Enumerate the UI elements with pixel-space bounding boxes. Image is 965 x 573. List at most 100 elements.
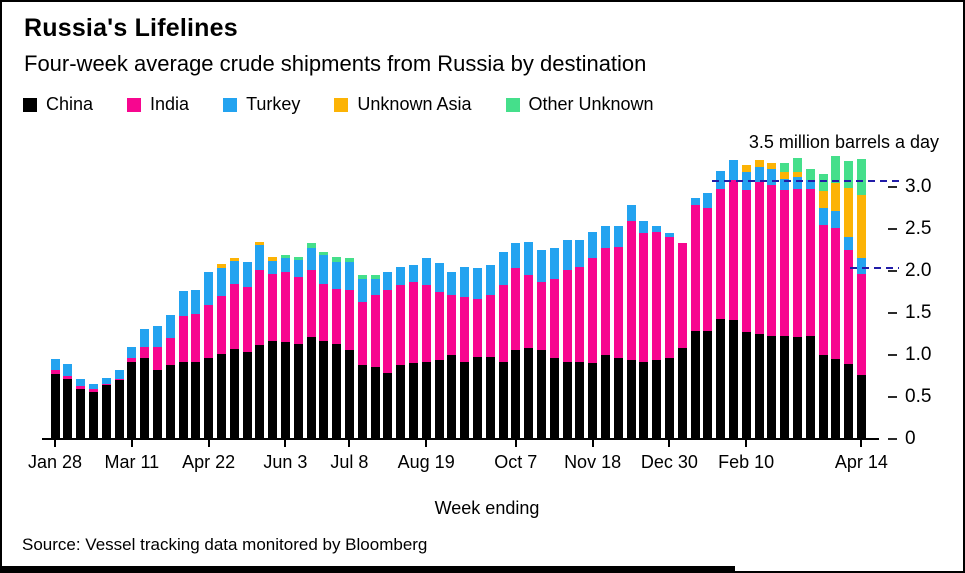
bar-segment-india [460,297,470,362]
bar-segment-india [818,224,828,355]
bar-segment-turkey [703,192,713,208]
bar-segment-china [114,380,124,439]
legend-item-china: China [23,94,93,115]
y-tick-dash [888,396,897,398]
legend-item-india: India [127,94,189,115]
bar-segment-india [511,268,521,350]
y-axis-top-label: 3.5 million barrels a day [748,132,939,152]
bar-segment-india [472,298,482,357]
bar-segment-turkey [639,221,649,234]
bar-segment-china [613,358,623,439]
bar-segment-india [319,283,329,341]
bar-segment-india [716,188,726,319]
x-tick [860,440,863,447]
bar-segment-china [460,361,470,439]
bar-segment-other-unknown [844,160,854,188]
bar-segment-turkey [332,261,342,289]
bar-segment-unknown-asia [831,182,841,212]
y-tick-dash [888,312,897,314]
bar-segment-china [76,388,86,439]
bar-segment-china [332,344,342,439]
legend: China India Turkey Unknown Asia Other Unknow… [23,94,654,115]
bar-segment-china [152,370,162,439]
bar-segment-china [600,355,610,439]
bar-segment-india [63,376,73,380]
bar-segment-china [63,379,73,439]
bar-segment-china [626,360,636,439]
bar-segment-turkey [754,166,764,182]
bar-segment-turkey [344,261,354,291]
bar-segment-other-unknown [332,256,342,262]
legend-label: Unknown Asia [357,94,472,114]
bar-segment-turkey [319,255,329,284]
bar-segment-turkey [792,176,802,189]
bar-segment-india [856,274,866,376]
bar-segment-turkey [408,265,418,282]
bar-segment-unknown-asia [792,171,802,177]
x-axis-title: Week ending [434,498,540,518]
bar-segment-unknown-asia [255,241,265,245]
bar-segment-turkey [780,178,790,190]
bar-segment-unknown-asia [856,194,866,258]
bar-segment-india [306,270,316,338]
bar-segment-china [408,363,418,439]
bar-segment-other-unknown [780,163,790,172]
bar-segment-india [741,189,751,333]
bar-segment-india [165,338,175,366]
bar-segment-india [140,346,150,359]
bar-segment-turkey [127,346,137,359]
bar-segment-turkey [831,211,841,229]
bar-segment-china [178,361,188,439]
bar-segment-unknown-asia [741,165,751,172]
bar-segment-unknown-asia [754,160,764,167]
bar-segment-turkey [485,265,495,296]
bar-segment-turkey [652,226,662,232]
bar-segment-china [818,355,828,439]
bar-segment-india [114,378,124,381]
legend-swatch-icon [334,97,349,112]
bar-segment-china [101,385,111,439]
bar-segment-india [485,295,495,357]
bar-segment-india [255,270,265,345]
bar-segment-india [792,188,802,338]
bottom-black-strip [2,566,735,571]
legend-item-unknown-asia: Unknown Asia [334,94,472,115]
bar-segment-india [421,285,431,362]
bar-segment-india [575,266,585,362]
bar-segment-india [703,208,713,331]
bar-segment-turkey [255,244,265,271]
bar-segment-china [204,358,214,439]
bar-segment-turkey [165,314,175,339]
bar-segment-china [703,330,713,439]
bar-segment-turkey [805,180,815,189]
bar-segment-other-unknown [370,275,380,279]
bar-segment-turkey [421,258,431,286]
bar-segment-turkey [588,232,598,259]
bar-segment-unknown-asia [780,171,790,179]
bar-segment-india [293,276,303,345]
x-tick-label: Feb 10 [718,452,775,472]
bar-segment-china [856,375,866,439]
x-tick [284,440,287,447]
bar-segment-india [370,295,380,367]
bar-segment-india [344,290,354,350]
bar-segment-india [268,274,278,341]
bar-segment-turkey [101,377,111,384]
bar-segment-china [447,355,457,439]
y-tick-label: 1.5 [905,302,932,323]
bar-segment-turkey [152,326,162,347]
bar-segment-turkey [856,257,866,275]
x-tick-label: Oct 7 [494,452,538,472]
legend-label: India [150,94,190,114]
bar-segment-unknown-asia [818,191,828,208]
bar-segment-turkey [664,233,674,238]
reference-line [850,266,899,269]
y-tick-dash [888,186,897,188]
bar-segment-turkey [229,260,239,285]
legend-label: Other Unknown [528,94,654,114]
x-tick-label: Apr 14 [834,452,888,472]
legend-swatch-icon [23,97,37,112]
bar-segment-china [805,335,815,439]
